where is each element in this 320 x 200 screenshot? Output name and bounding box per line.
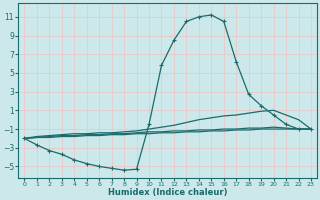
X-axis label: Humidex (Indice chaleur): Humidex (Indice chaleur) <box>108 188 228 197</box>
